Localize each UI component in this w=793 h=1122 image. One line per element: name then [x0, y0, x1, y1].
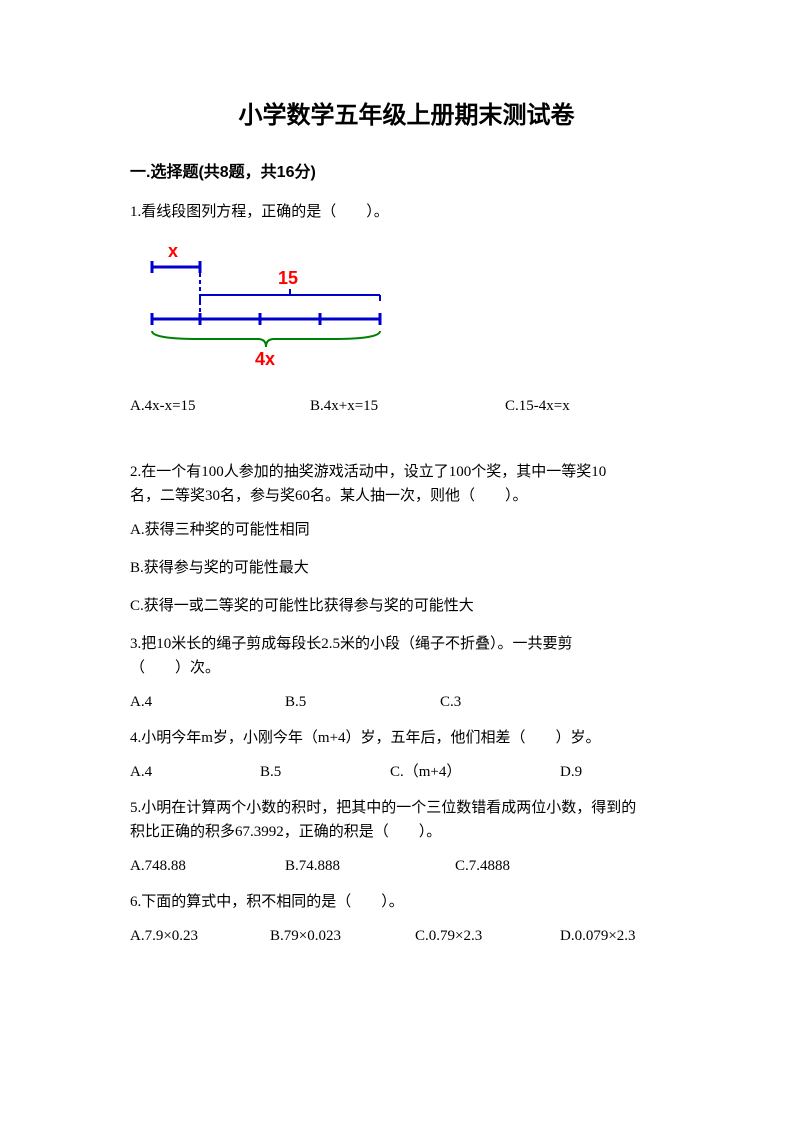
- q3-opt-c: C.3: [440, 690, 461, 714]
- q1-text: 1.看线段图列方程，正确的是（ ）。: [130, 200, 683, 224]
- q3-line1: 3.把10米长的绳子剪成每段长2.5米的小段（绳子不折叠）。一共要剪: [130, 632, 683, 656]
- q5-line2: 积比正确的积多67.3992，正确的积是（ ）。: [130, 820, 683, 844]
- svg-text:4x: 4x: [255, 349, 275, 369]
- q3-text: 3.把10米长的绳子剪成每段长2.5米的小段（绳子不折叠）。一共要剪 （ ）次。: [130, 632, 683, 680]
- q1-options: A.4x-x=15 B.4x+x=15 C.15-4x=x: [130, 394, 683, 418]
- q6-opt-b: B.79×0.023: [270, 924, 415, 948]
- q5-line1: 5.小明在计算两个小数的积时，把其中的一个三位数错看成两位小数，得到的: [130, 796, 683, 820]
- q1-diagram: x 15 4x: [140, 239, 400, 369]
- q5-opt-b: B.74.888: [285, 854, 455, 878]
- q5-options: A.748.88 B.74.888 C.7.4888: [130, 854, 683, 878]
- q6-text: 6.下面的算式中，积不相同的是（ ）。: [130, 890, 683, 914]
- question-6: 6.下面的算式中，积不相同的是（ ）。 A.7.9×0.23 B.79×0.02…: [130, 890, 683, 948]
- section-header: 一.选择题(共8题，共16分): [130, 158, 683, 182]
- q2-text: 2.在一个有100人参加的抽奖游戏活动中，设立了100个奖，其中一等奖10 名，…: [130, 460, 683, 508]
- q6-opt-c: C.0.79×2.3: [415, 924, 560, 948]
- q4-text: 4.小明今年m岁，小刚今年（m+4）岁，五年后，他们相差（ ）岁。: [130, 726, 683, 750]
- q3-opt-b: B.5: [285, 690, 440, 714]
- q4-opt-b: B.5: [260, 760, 390, 784]
- q2-opt-c: C.获得一或二等奖的可能性比获得参与奖的可能性大: [130, 594, 683, 618]
- q5-text: 5.小明在计算两个小数的积时，把其中的一个三位数错看成两位小数，得到的 积比正确…: [130, 796, 683, 844]
- q5-opt-a: A.748.88: [130, 854, 285, 878]
- page-title: 小学数学五年级上册期末测试卷: [130, 95, 683, 130]
- question-4: 4.小明今年m岁，小刚今年（m+4）岁，五年后，他们相差（ ）岁。 A.4 B.…: [130, 726, 683, 784]
- q1-opt-c: C.15-4x=x: [505, 394, 570, 418]
- q4-opt-a: A.4: [130, 760, 260, 784]
- q6-opt-a: A.7.9×0.23: [130, 924, 270, 948]
- q6-opt-d: D.0.079×2.3: [560, 924, 636, 948]
- svg-text:15: 15: [278, 268, 298, 288]
- q4-opt-d: D.9: [560, 760, 582, 784]
- q5-opt-c: C.7.4888: [455, 854, 510, 878]
- question-5: 5.小明在计算两个小数的积时，把其中的一个三位数错看成两位小数，得到的 积比正确…: [130, 796, 683, 878]
- q4-opt-c: C.（m+4）: [390, 760, 560, 784]
- q2-line1: 2.在一个有100人参加的抽奖游戏活动中，设立了100个奖，其中一等奖10: [130, 460, 683, 484]
- question-3: 3.把10米长的绳子剪成每段长2.5米的小段（绳子不折叠）。一共要剪 （ ）次。…: [130, 632, 683, 714]
- q3-options: A.4 B.5 C.3: [130, 690, 683, 714]
- q2-line2: 名，二等奖30名，参与奖60名。某人抽一次，则他（ ）。: [130, 484, 683, 508]
- q2-opt-a: A.获得三种奖的可能性相同: [130, 518, 683, 542]
- q6-options: A.7.9×0.23 B.79×0.023 C.0.79×2.3 D.0.079…: [130, 924, 683, 948]
- question-1: 1.看线段图列方程，正确的是（ ）。 x 15: [130, 200, 683, 418]
- q1-opt-a: A.4x-x=15: [130, 394, 310, 418]
- svg-text:x: x: [168, 241, 178, 261]
- q4-options: A.4 B.5 C.（m+4） D.9: [130, 760, 683, 784]
- q2-opt-b: B.获得参与奖的可能性最大: [130, 556, 683, 580]
- q1-opt-b: B.4x+x=15: [310, 394, 505, 418]
- question-2: 2.在一个有100人参加的抽奖游戏活动中，设立了100个奖，其中一等奖10 名，…: [130, 460, 683, 618]
- q3-line2: （ ）次。: [130, 656, 683, 680]
- q3-opt-a: A.4: [130, 690, 285, 714]
